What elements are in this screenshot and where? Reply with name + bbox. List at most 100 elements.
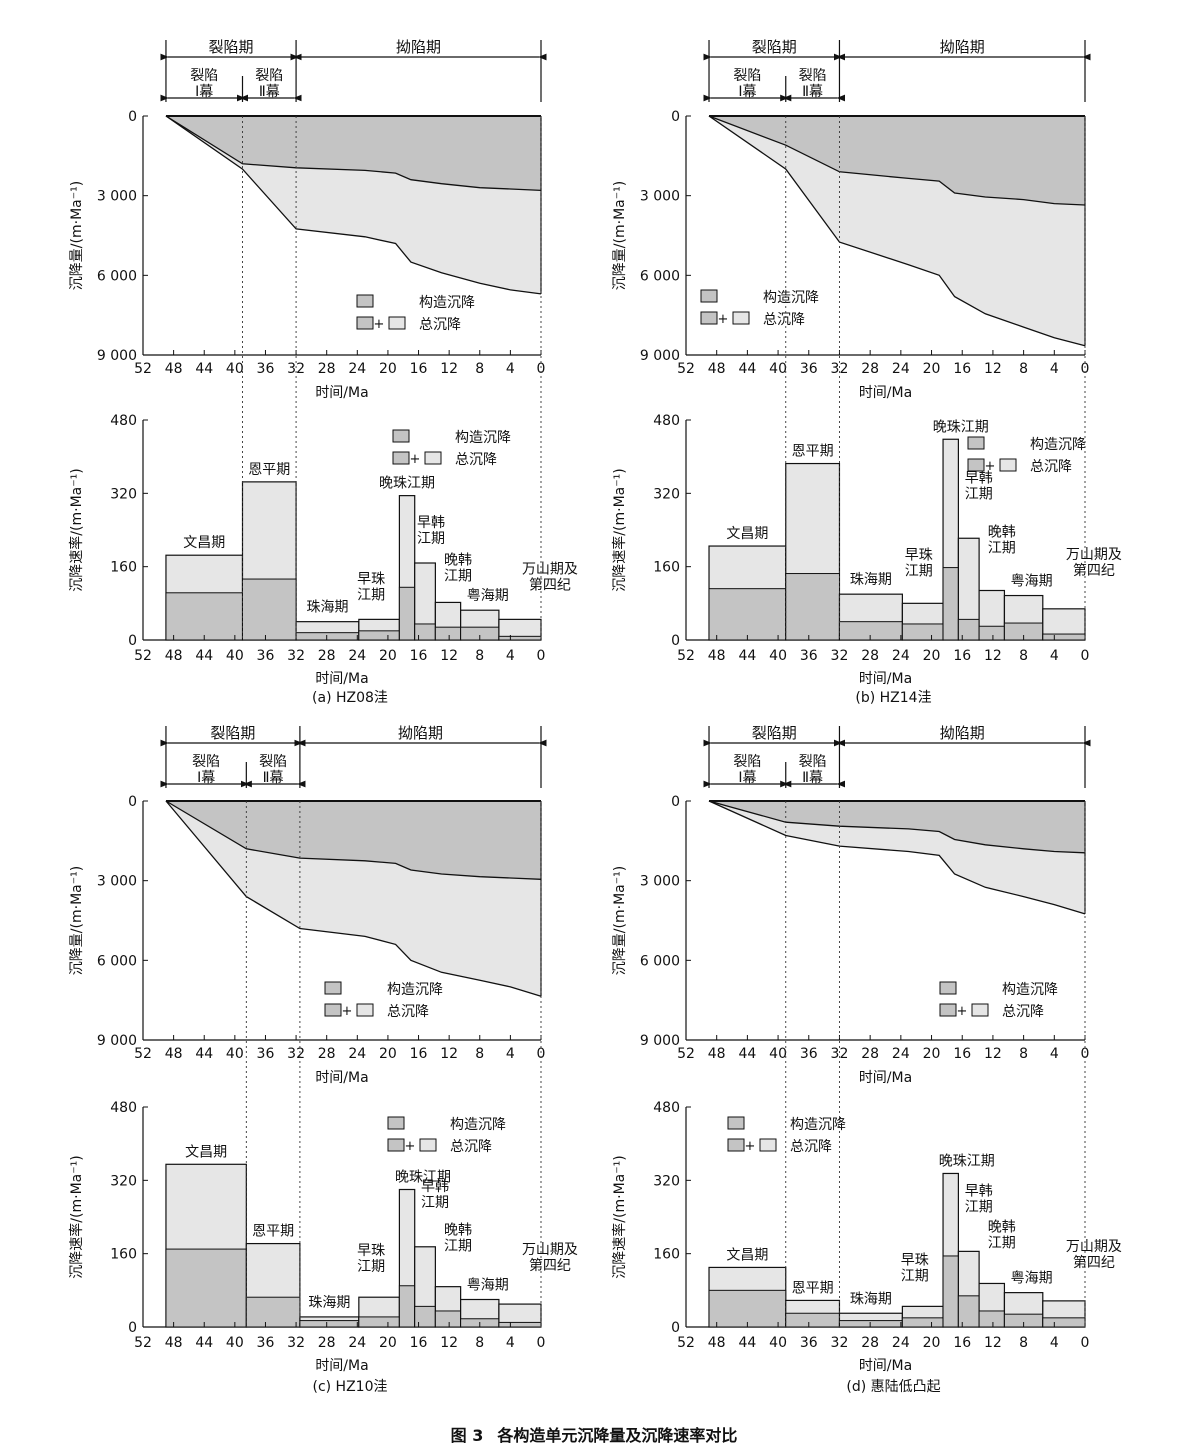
panel-caption: (b) HZ14洼 xyxy=(855,690,931,706)
amount-x-tick-label: 0 xyxy=(537,1046,546,1062)
legend-total-swatch-b xyxy=(971,1003,989,1017)
amount-x-tick-label: 12 xyxy=(440,1046,458,1062)
legend-tectonic-label: 构造沉降 xyxy=(790,1117,846,1133)
rate-bar-tectonic xyxy=(299,1320,360,1328)
amount-x-tick-label: 28 xyxy=(861,1046,879,1062)
rate-bar-tectonic xyxy=(901,1317,944,1328)
legend-total-label: 总沉降 xyxy=(455,452,497,468)
stage-label: 文昌期 xyxy=(183,535,225,551)
stage-label: 江期 xyxy=(988,541,1016,557)
rift-act2-label: Ⅱ幕 xyxy=(802,84,823,100)
legend-tectonic-swatch xyxy=(939,981,957,995)
rift-act1-label: Ⅰ幕 xyxy=(197,770,215,786)
rate-x-tick-label: 36 xyxy=(257,648,275,664)
rift-act1-label: Ⅰ幕 xyxy=(738,770,756,786)
stage-label: 万山期及 xyxy=(522,561,578,577)
amount-x-axis-label: 时间/Ma xyxy=(315,385,368,401)
amount-y-tick-label: 6 000 xyxy=(640,268,680,284)
amount-x-tick-label: 40 xyxy=(226,1046,244,1062)
rate-x-tick-label: 0 xyxy=(1081,648,1090,664)
stage-label: 早韩 xyxy=(965,1183,993,1199)
legend-tectonic-swatch xyxy=(967,436,985,450)
rate-bar-tectonic xyxy=(708,1289,787,1328)
legend-total-swatch-b xyxy=(424,451,442,465)
rate-x-tick-label: 52 xyxy=(134,1335,152,1351)
rate-x-tick-label: 20 xyxy=(923,1335,941,1351)
amount-x-tick-label: 24 xyxy=(348,361,366,377)
rate-y-tick-label: 0 xyxy=(671,633,680,649)
rate-bar-tectonic xyxy=(942,567,959,641)
amount-x-tick-label: 48 xyxy=(165,1046,183,1062)
amount-x-tick-label: 12 xyxy=(984,361,1002,377)
amount-x-tick-label: 48 xyxy=(708,361,726,377)
rate-x-tick-label: 32 xyxy=(831,648,849,664)
stage-label: 江期 xyxy=(965,1199,993,1215)
rate-x-tick-label: 40 xyxy=(226,648,244,664)
rate-bar-tectonic xyxy=(838,621,903,641)
rate-y-tick-label: 160 xyxy=(653,1247,680,1263)
rate-y-tick-label: 320 xyxy=(110,486,137,502)
amount-x-tick-label: 8 xyxy=(1019,1046,1028,1062)
stage-label: 万山期及 xyxy=(1066,1239,1122,1255)
rate-bar-tectonic xyxy=(785,1312,840,1328)
legend-total-swatch-a xyxy=(324,1003,342,1017)
stage-label: 文昌期 xyxy=(726,1247,768,1263)
depression-period-label: 拗陷期 xyxy=(940,38,985,56)
legend-total-swatch-a xyxy=(392,451,410,465)
legend-total-swatch-b xyxy=(388,316,406,330)
amount-x-tick-label: 28 xyxy=(318,361,336,377)
amount-x-tick-label: 52 xyxy=(134,1046,152,1062)
rate-x-tick-label: 16 xyxy=(953,1335,971,1351)
stage-label: 晚韩 xyxy=(444,552,472,568)
rate-x-tick-label: 28 xyxy=(318,1335,336,1351)
rift-act1-label: 裂陷 xyxy=(733,754,761,770)
rate-y-tick-label: 160 xyxy=(110,560,137,576)
rate-x-tick-label: 20 xyxy=(923,648,941,664)
figure-caption: 图 3 各构造单元沉降量及沉降速率对比 xyxy=(0,1422,1202,1446)
stage-label: 珠海期 xyxy=(850,1291,892,1307)
stage-label: 珠海期 xyxy=(850,572,892,588)
rate-x-tick-label: 52 xyxy=(134,648,152,664)
stage-label: 早珠 xyxy=(905,547,933,563)
rate-bar-tectonic xyxy=(242,578,297,641)
rift-act1-label: Ⅰ幕 xyxy=(195,84,213,100)
stage-label: 恩平期 xyxy=(252,1224,294,1240)
rate-x-tick-label: 8 xyxy=(475,648,484,664)
legend-total-swatch-a xyxy=(967,458,985,472)
rate-x-tick-label: 8 xyxy=(1019,648,1028,664)
total-subsidence-line xyxy=(708,800,1086,915)
rate-bar-tectonic xyxy=(978,625,1005,641)
amount-y-tick-label: 0 xyxy=(671,794,680,810)
stage-label: 早珠 xyxy=(357,571,385,587)
stage-label: 早韩 xyxy=(965,470,993,486)
stage-label: 早韩 xyxy=(417,515,445,531)
stage-label: 粤海期 xyxy=(1011,574,1053,590)
stage-label: 万山期及 xyxy=(522,1242,578,1258)
amount-x-tick-label: 44 xyxy=(195,1046,213,1062)
stage-label: 珠海期 xyxy=(308,1295,350,1311)
rate-x-tick-label: 48 xyxy=(165,1335,183,1351)
rate-x-tick-label: 16 xyxy=(410,1335,428,1351)
amount-x-tick-label: 0 xyxy=(1081,1046,1090,1062)
legend-tectonic-swatch xyxy=(727,1116,745,1130)
rate-y-tick-label: 480 xyxy=(110,1100,137,1116)
tectonic-subsidence-line xyxy=(708,800,1086,854)
rate-x-axis-label: 时间/Ma xyxy=(315,671,368,687)
depression-period-label: 拗陷期 xyxy=(396,38,441,56)
stage-label: 文昌期 xyxy=(185,1144,227,1160)
amount-x-tick-label: 32 xyxy=(287,1046,305,1062)
stage-label: 晚韩 xyxy=(988,1219,1016,1235)
rift-act1-label: 裂陷 xyxy=(190,68,218,84)
rate-x-tick-label: 52 xyxy=(677,1335,695,1351)
rate-x-tick-label: 32 xyxy=(287,648,305,664)
amount-y-tick-label: 9 000 xyxy=(640,348,680,364)
rate-x-tick-label: 24 xyxy=(348,648,366,664)
rift-period-label: 裂陷期 xyxy=(209,38,254,56)
rate-bar-tectonic xyxy=(295,632,360,641)
rate-bar-tectonic xyxy=(785,573,840,641)
figure-caption-text: 各构造单元沉降量及沉降速率对比 xyxy=(497,1426,738,1445)
legend-tectonic-swatch xyxy=(392,429,410,443)
rate-bar-tectonic xyxy=(398,586,416,641)
